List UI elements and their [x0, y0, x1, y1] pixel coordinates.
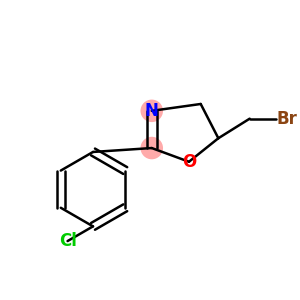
Text: O: O: [182, 153, 196, 171]
Text: Br: Br: [276, 110, 297, 128]
Circle shape: [140, 100, 163, 122]
Text: Cl: Cl: [58, 232, 76, 250]
Text: N: N: [145, 102, 159, 120]
Circle shape: [140, 137, 163, 159]
